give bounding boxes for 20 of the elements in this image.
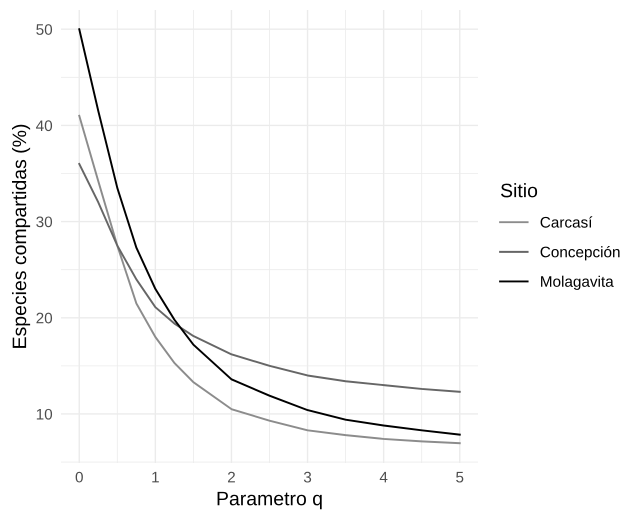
- x-tick-label: 4: [380, 472, 388, 482]
- line-series: [78, 114, 461, 444]
- legend-label: Concepción: [540, 246, 620, 260]
- y-axis-title: Especies compartidas (%): [12, 124, 30, 348]
- line-series: [78, 162, 461, 393]
- legend-label: Molagavita: [541, 276, 614, 290]
- legend-label: Carcasí: [540, 216, 592, 228]
- x-tick-label: 3: [304, 472, 312, 483]
- x-axis-title: Parametro q: [218, 492, 322, 510]
- y-tick-label: 50: [36, 24, 52, 35]
- legend-title: Sitio: [500, 183, 538, 198]
- y-tick-label: 40: [36, 120, 52, 132]
- x-tick-label: 1: [152, 472, 159, 482]
- y-tick-label: 10: [36, 408, 52, 420]
- x-tick-label: 2: [228, 472, 235, 482]
- x-tick-label: 0: [76, 472, 83, 483]
- y-tick-label: 30: [36, 216, 52, 228]
- y-tick-label: 20: [36, 312, 52, 324]
- x-tick-label: 5: [456, 472, 464, 483]
- line-series: [78, 28, 461, 436]
